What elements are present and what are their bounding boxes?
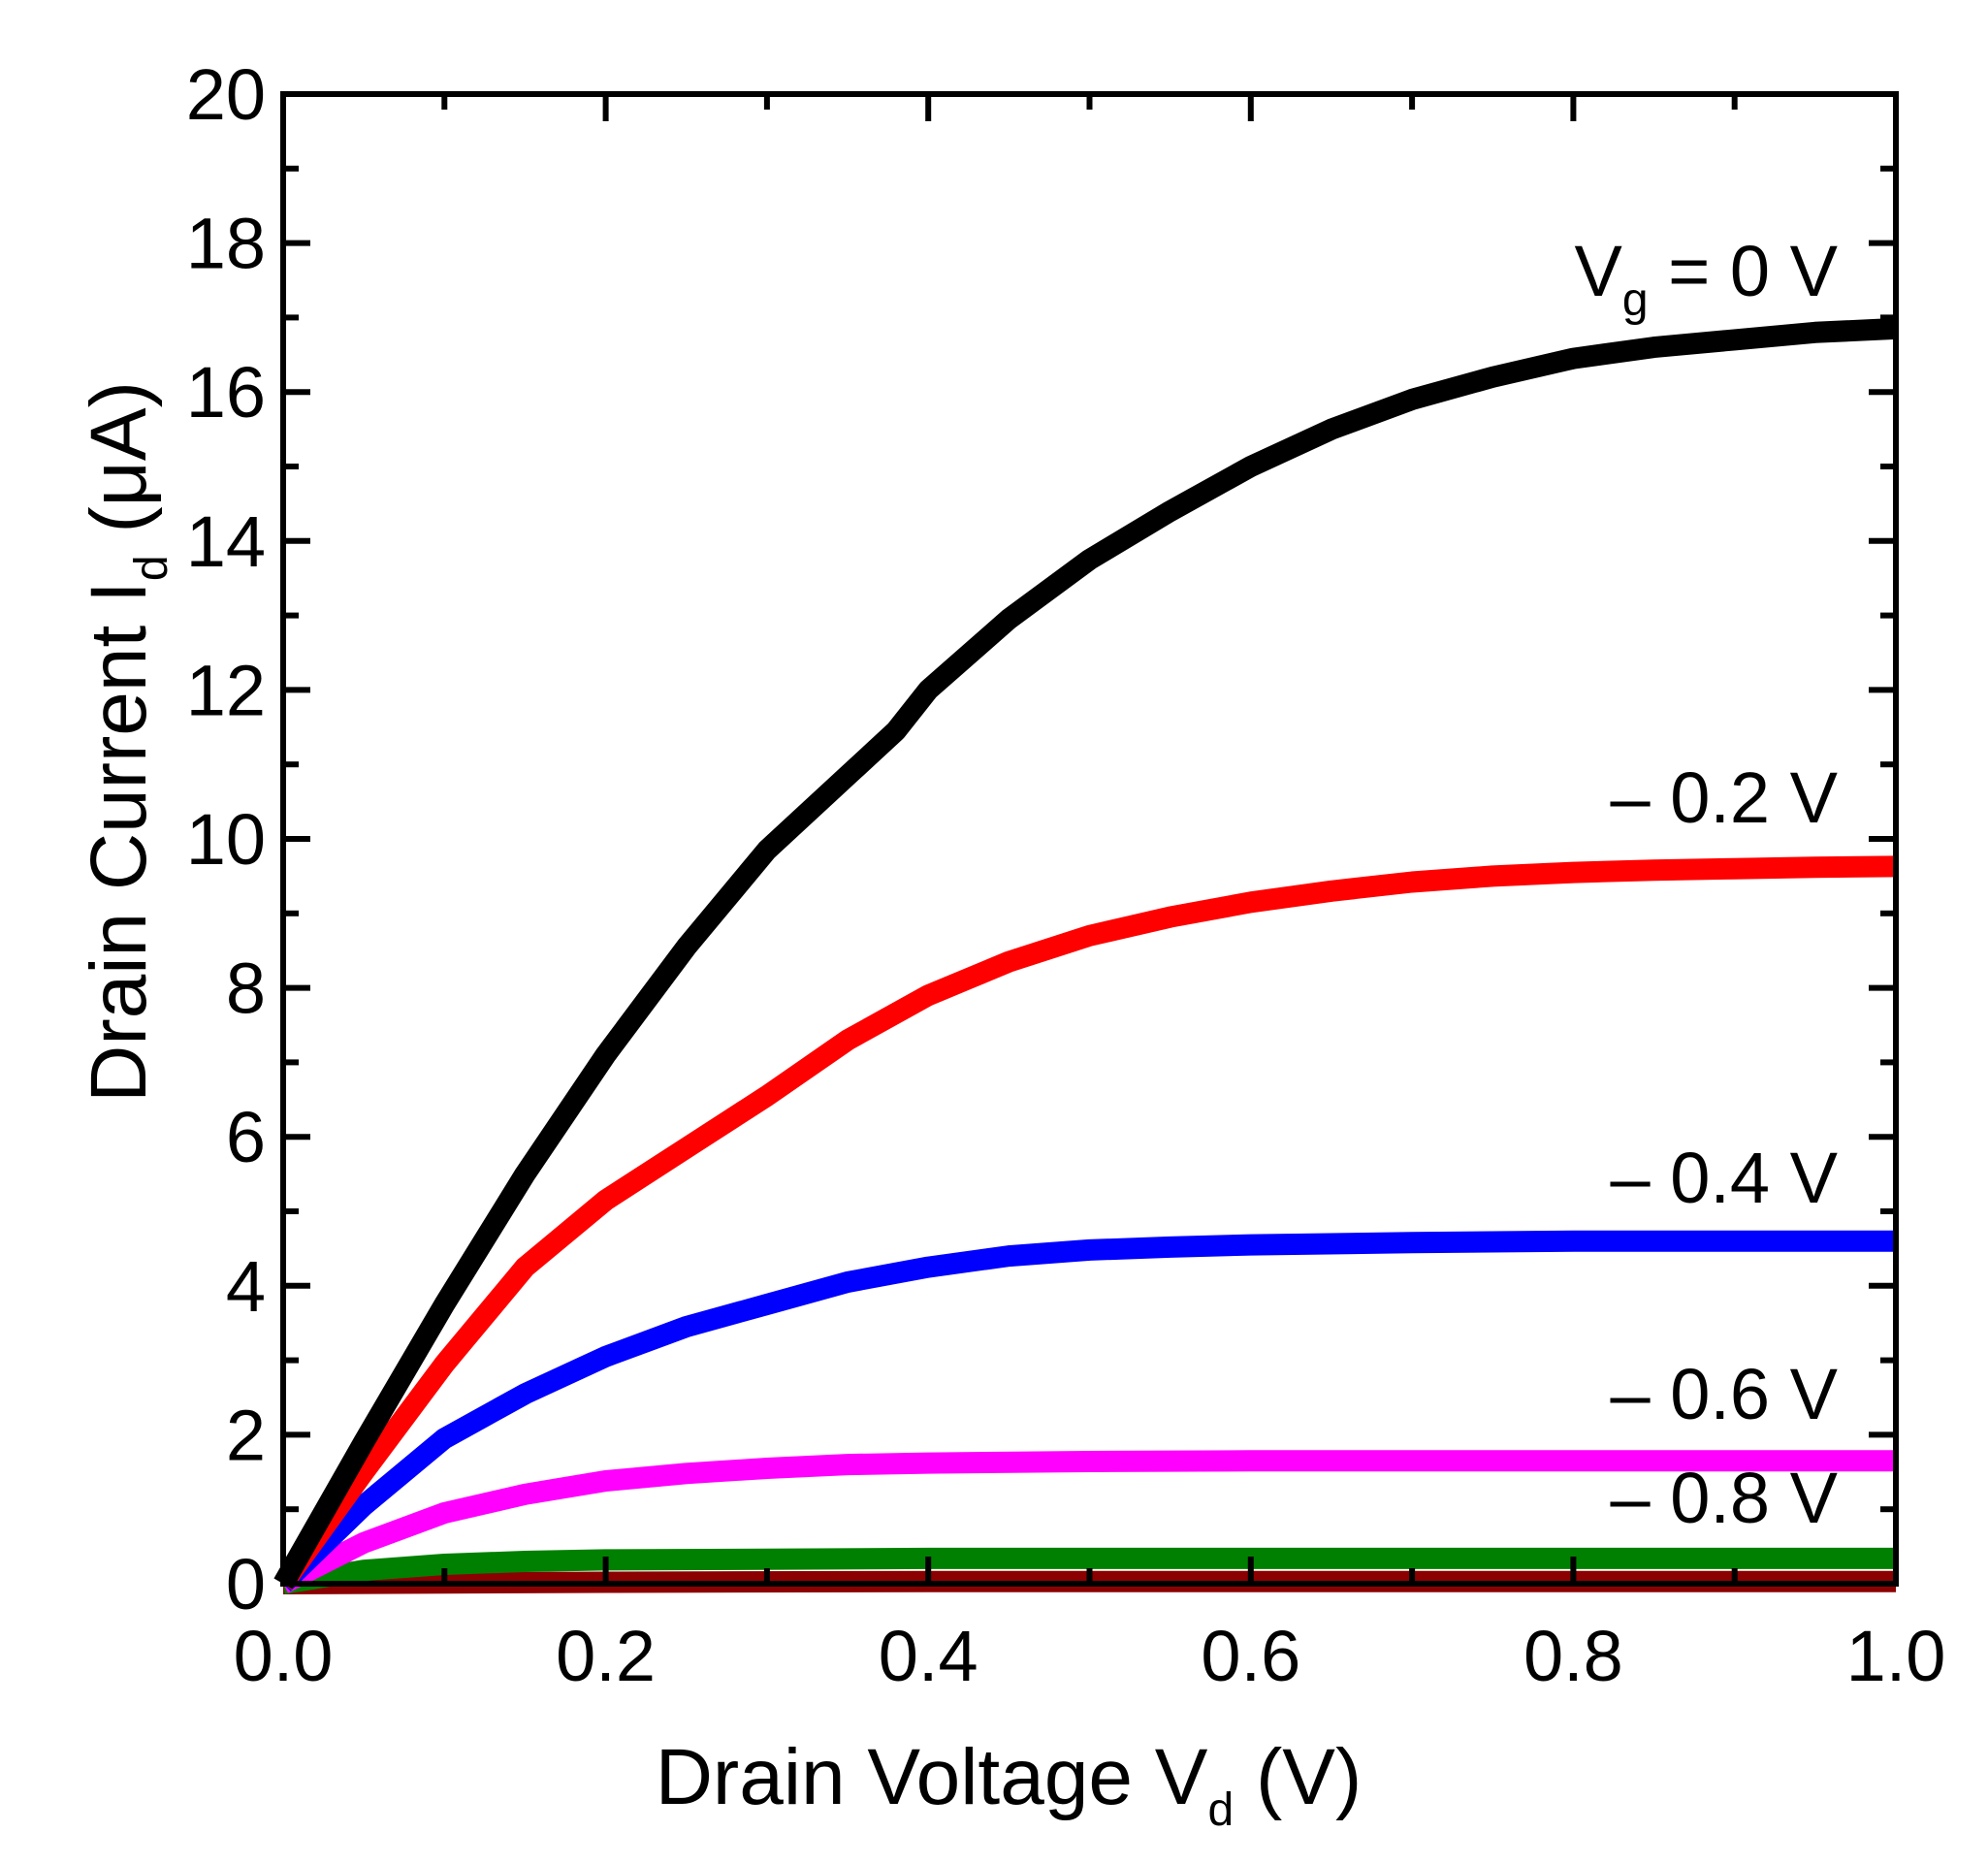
x-tick-label: 0.4 bbox=[879, 1616, 978, 1696]
series-line-0 bbox=[273, 317, 1897, 1590]
tick-labels-layer: 0.0 0.2 0.4 0.6 0.8 1.0 0 2 4 6 8 10 12 14 16 18 20 bbox=[186, 54, 1946, 1696]
y-tick-label: 2 bbox=[226, 1395, 266, 1475]
curve-label-vg-0: Vg = 0 V bbox=[1575, 231, 1839, 326]
x-axis-title: Drain Voltage Vd (V) bbox=[656, 1733, 1363, 1836]
x-tick-label: 0.6 bbox=[1201, 1616, 1300, 1696]
y-tick-label: 16 bbox=[186, 352, 266, 433]
curve-label-vg-minus-0-4: – 0.4 V bbox=[1610, 1138, 1838, 1218]
y-tick-label: 8 bbox=[226, 948, 266, 1029]
x-tick-label: 1.0 bbox=[1846, 1616, 1946, 1696]
x-tick-label: 0.0 bbox=[234, 1616, 334, 1696]
series-line-4 bbox=[281, 1547, 1896, 1594]
curve-label-vg-minus-0-8: – 0.8 V bbox=[1610, 1458, 1838, 1538]
series-line-3 bbox=[278, 1450, 1896, 1593]
curve-label-vg-minus-0-2: – 0.2 V bbox=[1610, 757, 1838, 838]
y-tick-label: 20 bbox=[186, 54, 266, 135]
ticks-layer bbox=[280, 91, 1899, 1587]
y-tick-label: 10 bbox=[186, 799, 266, 880]
y-tick-label: 0 bbox=[226, 1544, 266, 1624]
y-tick-label: 6 bbox=[226, 1097, 266, 1177]
y-tick-label: 18 bbox=[186, 204, 266, 284]
y-tick-label: 14 bbox=[186, 501, 266, 582]
series-line-1 bbox=[274, 855, 1897, 1591]
y-tick-label: 4 bbox=[226, 1246, 266, 1327]
y-tick-label: 12 bbox=[186, 650, 266, 730]
series-layer bbox=[273, 317, 1897, 1594]
x-tick-label: 0.8 bbox=[1523, 1616, 1623, 1696]
y-axis-title: Drain Current Id (μA) bbox=[75, 381, 177, 1103]
curve-label-vg-minus-0-6: – 0.6 V bbox=[1610, 1354, 1838, 1434]
x-tick-label: 0.2 bbox=[556, 1616, 656, 1696]
series-line-2 bbox=[275, 1230, 1896, 1591]
